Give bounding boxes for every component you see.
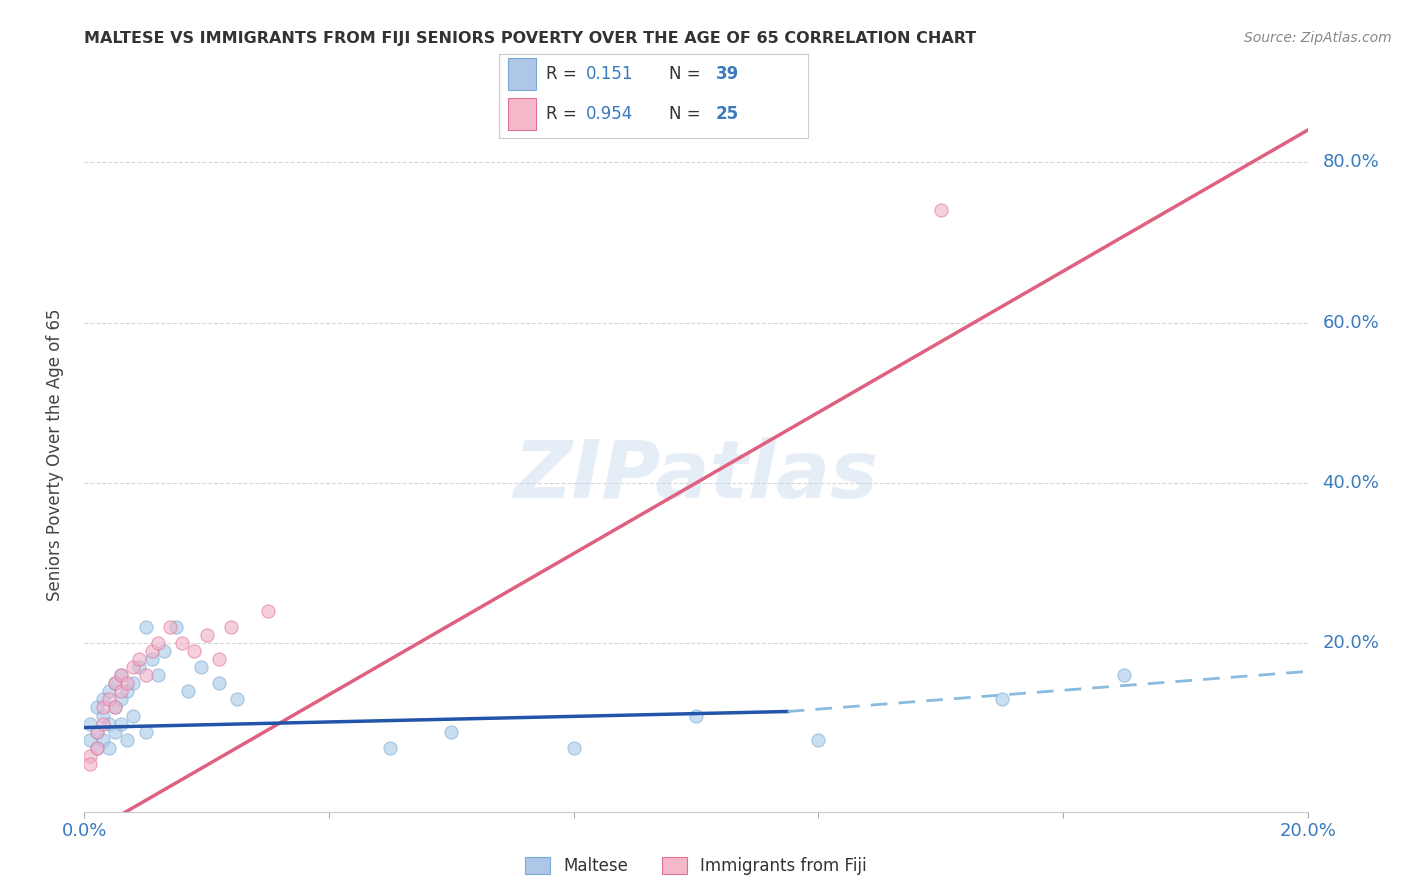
Text: 80.0%: 80.0% (1322, 153, 1379, 171)
Point (135, 724, 157, 739)
Point (91, 732, 114, 747)
Text: 40.0%: 40.0% (1322, 474, 1379, 492)
Point (141, 652, 163, 666)
Point (104, 700, 127, 714)
Text: ZIPatlas: ZIPatlas (513, 437, 879, 516)
Text: MALTESE VS IMMIGRANTS FROM FIJI SENIORS POVERTY OVER THE AGE OF 65 CORRELATION C: MALTESE VS IMMIGRANTS FROM FIJI SENIORS … (84, 31, 977, 46)
Bar (509, 97, 536, 130)
Point (208, 652, 231, 666)
Point (97, 740, 120, 755)
Point (146, 636, 169, 650)
Text: 60.0%: 60.0% (1322, 314, 1379, 332)
Text: 0.954: 0.954 (586, 104, 633, 123)
Point (177, 684, 200, 698)
Point (190, 660, 212, 674)
Point (110, 684, 132, 698)
Point (172, 636, 194, 650)
Legend: Maltese, Immigrants from Fiji: Maltese, Immigrants from Fiji (519, 850, 873, 882)
Point (208, 676, 231, 690)
Point (79, 716, 101, 731)
Point (226, 692, 249, 706)
Point (86, 740, 108, 755)
Point (807, 732, 830, 747)
Text: N =: N = (669, 104, 706, 123)
Point (380, 740, 402, 755)
Point (122, 708, 145, 723)
Point (153, 644, 176, 658)
Point (104, 700, 127, 714)
Bar (509, 58, 536, 90)
Point (97, 692, 120, 706)
Point (97, 716, 120, 731)
Point (104, 676, 127, 690)
Point (91, 692, 114, 706)
Text: R =: R = (546, 65, 582, 83)
Point (104, 676, 127, 690)
Point (562, 740, 585, 755)
Point (91, 700, 114, 714)
Point (257, 604, 280, 618)
Point (159, 620, 181, 634)
Point (91, 716, 114, 731)
Point (110, 668, 132, 682)
Point (1114, 668, 1136, 682)
Point (115, 676, 138, 690)
Point (135, 668, 157, 682)
Point (685, 708, 707, 723)
Point (79, 748, 101, 763)
Text: N =: N = (669, 65, 706, 83)
Text: Source: ZipAtlas.com: Source: ZipAtlas.com (1244, 31, 1392, 45)
Point (86, 724, 108, 739)
Point (146, 668, 169, 682)
Point (128, 660, 150, 674)
Point (122, 660, 145, 674)
Text: 25: 25 (716, 104, 738, 123)
Point (128, 652, 150, 666)
Point (115, 732, 138, 747)
Point (86, 740, 108, 755)
Point (135, 620, 157, 634)
Y-axis label: Seniors Poverty Over the Age of 65: Seniors Poverty Over the Age of 65 (45, 309, 63, 601)
Point (79, 756, 101, 771)
Point (440, 724, 463, 739)
Point (115, 684, 138, 698)
Text: 0.151: 0.151 (586, 65, 633, 83)
Text: 39: 39 (716, 65, 740, 83)
Point (110, 692, 132, 706)
Point (104, 724, 127, 739)
Point (219, 620, 242, 634)
Point (929, 203, 952, 218)
Point (195, 628, 218, 642)
Text: 20.0%: 20.0% (1322, 634, 1379, 652)
Point (110, 668, 132, 682)
Point (97, 684, 120, 698)
Point (86, 700, 108, 714)
Point (122, 676, 145, 690)
Point (141, 644, 163, 658)
Point (86, 724, 108, 739)
Point (79, 732, 101, 747)
Point (110, 716, 132, 731)
Point (991, 692, 1014, 706)
Point (183, 644, 205, 658)
Text: R =: R = (546, 104, 582, 123)
Point (91, 708, 114, 723)
Point (165, 620, 187, 634)
